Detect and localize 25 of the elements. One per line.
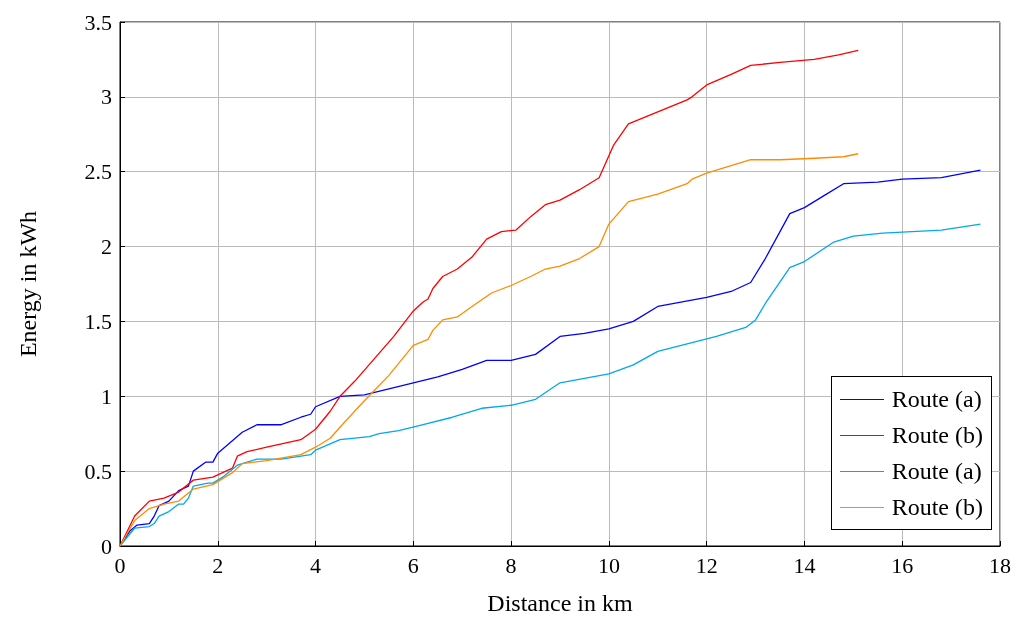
y-tick-label: 3.5 [84,9,112,35]
y-tick-label: 3 [101,84,112,110]
x-tick-label: 10 [597,552,620,578]
y-tick-label: 0.5 [84,458,112,484]
y-tick-label: 2 [101,234,112,260]
x-axis-title: Distance in km [487,590,633,616]
legend-label: Route (b) [891,493,983,521]
y-tick-label: 0 [101,533,112,559]
x-tick-label: 8 [505,552,517,578]
y-tick-label: 1.5 [84,308,112,334]
x-tick-label: 4 [310,552,322,578]
y-axis-title: Energy in kWh [15,210,41,358]
y-tick-label: 2.5 [84,159,112,185]
x-tick-label: 12 [695,552,718,578]
legend-label: Route (a) [891,385,982,413]
line-series [119,153,859,547]
legend-label: Route (a) [891,457,982,485]
x-tick-label: 18 [989,552,1011,578]
x-tick-label: 14 [793,552,816,578]
x-tick-label: 2 [212,552,224,578]
line-series [119,49,859,547]
x-tick-label: 6 [407,552,419,578]
legend-label: Route (b) [891,421,983,449]
x-tick-label: 16 [891,552,914,578]
y-tick-label: 1 [101,383,112,409]
